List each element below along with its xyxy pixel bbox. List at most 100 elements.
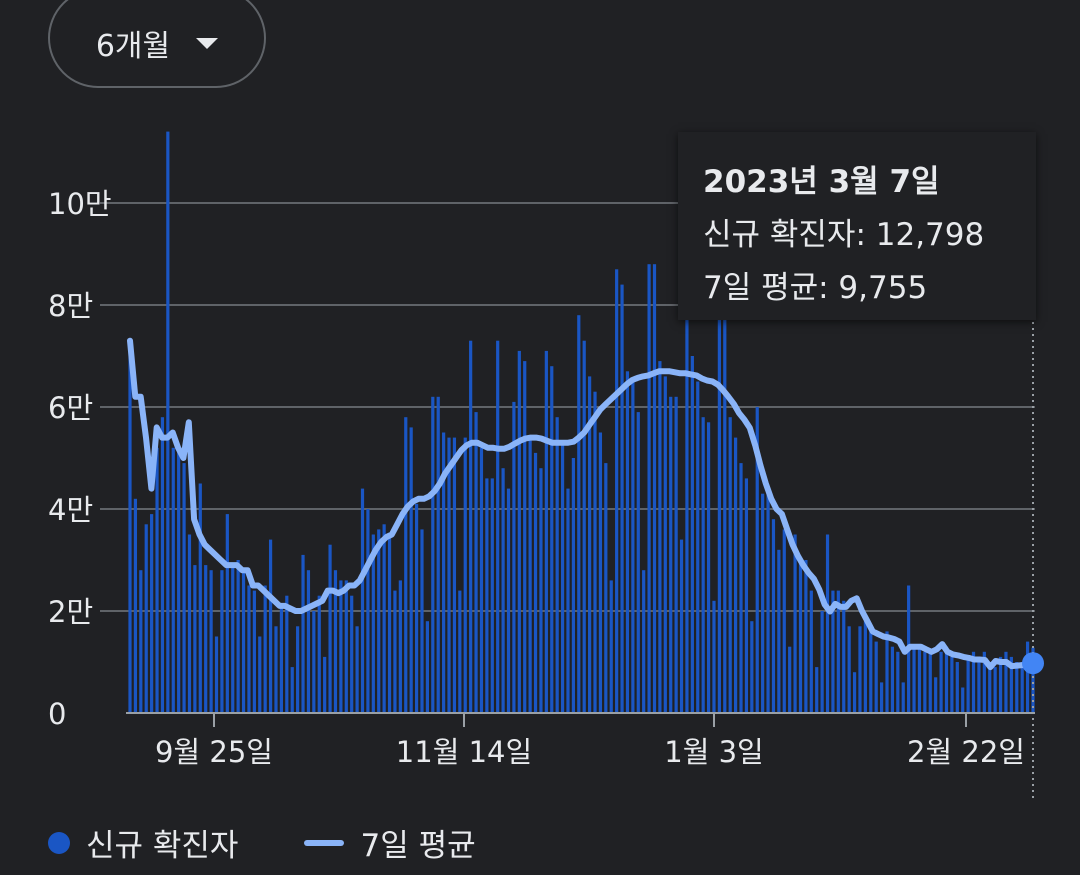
case-bar [734,437,738,713]
case-bar [550,366,554,713]
y-tick-label: 2만 [48,595,93,629]
case-bar [187,534,192,713]
case-bar [847,626,851,713]
case-bar [198,483,202,713]
case-bar [533,452,538,713]
case-bar [858,626,862,713]
case-bar [398,580,402,713]
case-bar [820,611,824,713]
case-bar [150,514,154,713]
case-bar [285,595,289,713]
case-bar [571,458,575,713]
case-bar [160,417,165,713]
average-line-path [127,337,1036,671]
case-bar [512,401,516,713]
case-bar [387,534,392,713]
case-bar [977,656,981,713]
case-bar [809,590,813,713]
case-bar [755,407,759,713]
case-bar [917,646,922,713]
case-bar [517,350,521,713]
case-bar [658,361,662,713]
case-bar [955,662,959,713]
case-bar [436,396,440,713]
case-bar [723,310,727,713]
case-bar [901,682,905,713]
case-bar [442,432,446,713]
case-bar [501,468,505,713]
case-bar [950,656,954,713]
range-dropdown-button[interactable]: 6개월 [48,0,266,88]
case-bar [409,427,413,713]
case-bar [604,463,608,713]
case-bar [209,570,213,713]
case-bar [928,651,932,713]
case-bar [582,340,586,713]
case-bar [836,590,840,713]
average-legend-swatch [304,839,345,846]
case-bar [966,656,970,713]
case-bar [652,264,657,713]
y-tick-label: 10만 [48,187,112,221]
case-bar [771,519,776,713]
case-bar [701,417,705,713]
case-bar [636,412,640,713]
case-bar [425,621,429,713]
case-bar [393,590,397,713]
case-bar [447,437,451,713]
case-bar [674,396,678,713]
y-tick-label: 6만 [48,391,93,425]
average-line [127,337,1036,671]
case-bar [1015,662,1019,713]
case-bar [414,503,419,713]
case-bar [712,600,716,713]
case-bar [631,381,635,713]
case-bar [788,646,792,713]
case-bar [296,626,300,713]
case-bar [236,560,240,713]
tooltip-average: 7일 평균: 9,755 [703,270,928,306]
case-bar [339,580,343,713]
case-bar [144,524,148,713]
case-bar [182,463,186,713]
case-bar [204,565,208,713]
case-bar [804,560,808,713]
case-bar [528,437,532,713]
case-bar [615,269,619,713]
case-bar [463,437,467,713]
case-bar [539,468,543,713]
case-bar [798,560,803,713]
tooltip-cases: 신규 확진자: 12,798 [703,217,985,253]
case-bar [139,570,143,713]
case-bars [128,131,1035,714]
case-bar [869,631,873,713]
case-bar [350,595,354,713]
case-bar [890,646,895,713]
case-bar [988,662,992,713]
case-bar [377,529,381,713]
hover-point [1022,652,1044,675]
cases-legend-swatch [48,831,70,854]
cases-legend-label: 신규 확진자 [86,828,239,864]
case-bar [193,565,197,713]
case-bar [744,478,749,713]
x-tick-label: 2월 22일 [907,735,1025,769]
case-bar [912,646,916,713]
case-bar [679,539,684,713]
case-bar [133,498,138,713]
case-bar [825,534,830,713]
case-bar [1020,662,1024,713]
x-tick-label: 1월 3일 [664,735,763,769]
case-bar [577,315,581,713]
case-bar [815,667,819,713]
case-bar [317,595,321,713]
case-bar [896,651,900,713]
case-bar [382,524,386,713]
case-bar [874,641,878,713]
case-bar [263,585,267,713]
hover-indicator [1022,322,1044,798]
case-bar [782,529,786,713]
case-bar [523,361,527,713]
case-bar [344,580,348,713]
